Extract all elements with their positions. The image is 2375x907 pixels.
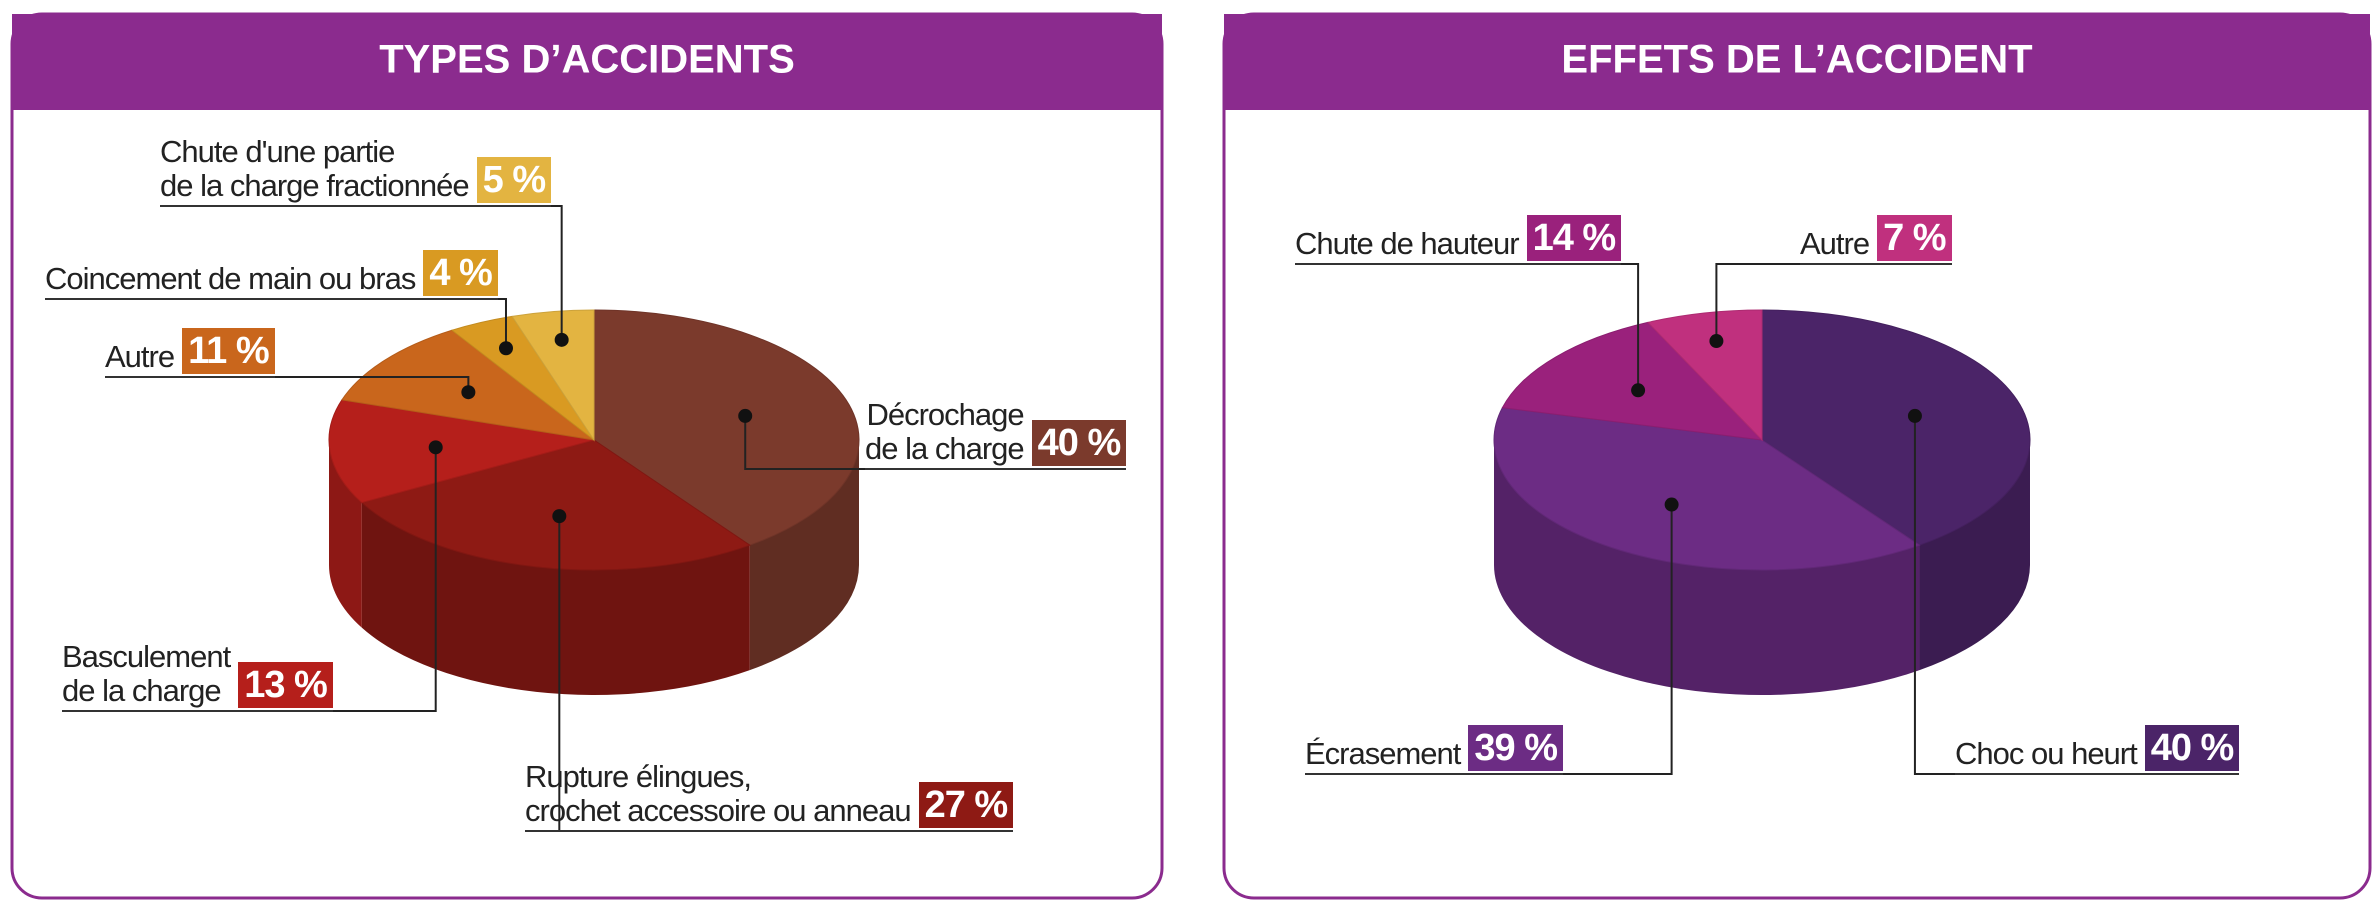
slice-label: Chute d'une partie de la charge fraction…	[160, 135, 551, 207]
chart-title: TYPES D’ACCIDENTS	[379, 38, 795, 82]
label-text: Autre	[105, 340, 174, 374]
value-label: 7 %	[1877, 215, 1951, 261]
value-label: 40 %	[2145, 725, 2240, 771]
leader-dot	[552, 509, 566, 523]
value-label: 13 %	[238, 662, 333, 708]
chart-title: EFFETS DE L’ACCIDENT	[1561, 38, 2032, 82]
leader-dot	[738, 409, 752, 423]
label-text: Autre	[1800, 227, 1869, 261]
label-text: Basculement de la charge	[62, 640, 230, 708]
value-label: 4 %	[423, 250, 497, 296]
leader-dot	[499, 341, 513, 355]
value-label: 40 %	[1032, 420, 1127, 466]
label-text: Rupture élingues, crochet accessoire ou …	[525, 760, 911, 828]
leader-dot	[429, 440, 443, 454]
value-label: 11 %	[182, 328, 275, 374]
leader-dot	[1908, 409, 1922, 423]
leader-dot	[1709, 334, 1723, 348]
label-text: Décrochage de la charge	[865, 398, 1024, 466]
value-label: 14 %	[1527, 215, 1622, 261]
value-label: 27 %	[919, 782, 1014, 828]
slice-label: Rupture élingues, crochet accessoire ou …	[525, 760, 1013, 832]
value-label: 5 %	[477, 157, 551, 203]
label-text: Chute d'une partie de la charge fraction…	[160, 135, 469, 203]
leader-dot	[1665, 498, 1679, 512]
label-text: Écrasement	[1305, 737, 1460, 771]
label-text: Choc ou heurt	[1955, 737, 2137, 771]
leader-dot	[555, 333, 569, 347]
leader-dot	[1631, 383, 1645, 397]
leader-dot	[461, 385, 475, 399]
value-label: 39 %	[1468, 725, 1563, 771]
label-text: Coincement de main ou bras	[45, 262, 415, 296]
page: TYPES D’ACCIDENTS EFFETS DE L’ACCIDENT D…	[0, 0, 2375, 907]
label-text: Chute de hauteur	[1295, 227, 1519, 261]
